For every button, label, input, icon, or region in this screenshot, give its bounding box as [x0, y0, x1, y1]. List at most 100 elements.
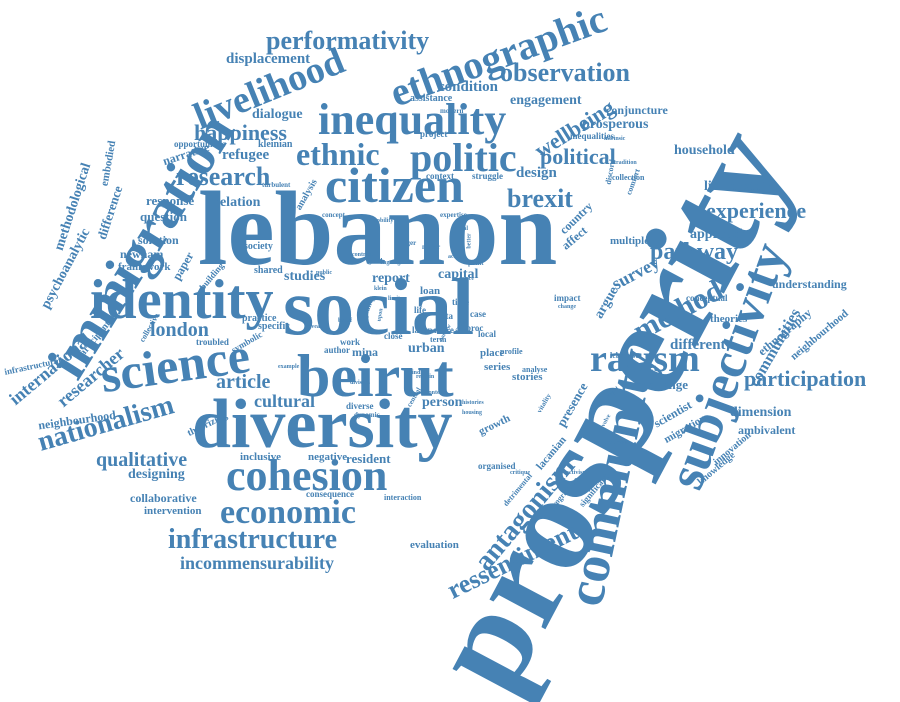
cloud-word: contest — [426, 390, 444, 396]
cloud-word: relation — [214, 195, 261, 210]
cloud-word: assistance — [410, 93, 453, 104]
cloud-word: qualitative — [96, 449, 188, 471]
cloud-word: dialogue — [252, 107, 303, 122]
cloud-word: political — [540, 144, 616, 169]
cloud-word: belief — [338, 318, 352, 324]
cloud-word: loan — [420, 285, 441, 297]
cloud-word: resident — [346, 451, 391, 466]
cloud-word: lebanon — [198, 170, 558, 287]
cloud-word: participation — [744, 366, 867, 391]
cloud-word: article — [216, 371, 271, 393]
cloud-word: proc — [466, 323, 484, 333]
cloud-word: profile — [500, 347, 523, 356]
cloud-word: brexit — [507, 184, 573, 213]
cloud-word: framework — [118, 261, 171, 273]
cloud-word: time — [452, 297, 469, 307]
cloud-word: studies — [284, 269, 326, 284]
cloud-word: housing — [462, 410, 483, 416]
cloud-word: question — [140, 209, 187, 224]
cloud-word: organised — [478, 461, 516, 471]
cloud-word: capital — [438, 267, 479, 282]
cloud-word: troubled — [196, 337, 229, 347]
cloud-word: example — [278, 364, 300, 370]
cloud-word: impact — [554, 293, 581, 303]
cloud-word: modern — [440, 107, 464, 115]
cloud-word: better — [466, 233, 473, 249]
cloud-word: observation — [500, 58, 630, 87]
cloud-word: intrinsic — [604, 136, 626, 142]
cloud-word: dimension — [730, 405, 792, 420]
cloud-word: ongoing — [380, 260, 401, 266]
cloud-word: lebanese — [610, 351, 639, 360]
cloud-word: place — [480, 347, 505, 359]
cloud-word: london — [150, 319, 209, 341]
cloud-word: society — [244, 241, 273, 252]
cloud-word: embodied — [98, 139, 119, 188]
cloud-word: work — [340, 337, 360, 347]
cloud-word: evaluation — [410, 539, 459, 551]
cloud-word: activism — [566, 470, 588, 476]
cloud-word: diverse — [346, 401, 374, 411]
cloud-word: public — [316, 270, 333, 276]
cloud-word: more — [434, 325, 454, 335]
cloud-word: diversity — [192, 386, 453, 463]
cloud-word: inclusive — [240, 451, 281, 463]
cloud-word: life — [414, 305, 426, 315]
cloud-word: person — [422, 395, 463, 410]
cloud-word: theories — [710, 313, 748, 325]
cloud-word: interaction — [384, 493, 422, 502]
cloud-word: actual — [448, 254, 464, 260]
cloud-word: intervention — [144, 505, 202, 517]
cloud-word: approach — [690, 227, 747, 242]
cloud-word: design — [516, 165, 557, 181]
cloud-word: author — [324, 345, 351, 355]
cloud-word: reveal — [306, 324, 322, 330]
cloud-word: cohesion — [226, 451, 388, 500]
cloud-word: pathway — [650, 239, 739, 265]
cloud-word: lacan — [412, 325, 433, 335]
cloud-word: space — [460, 276, 474, 282]
cloud-word: citizen — [325, 157, 464, 213]
cloud-word: incommensurability — [180, 553, 335, 573]
cloud-word: growth — [476, 412, 513, 438]
cloud-word: equal — [454, 226, 469, 232]
cloud-word: close — [384, 331, 403, 341]
cloud-word: cultural — [254, 391, 315, 411]
cloud-word: multiple — [610, 235, 650, 247]
cloud-word: designing — [128, 467, 185, 482]
cloud-word: response — [146, 193, 195, 208]
cloud-word: different — [670, 337, 726, 353]
cloud-word: limit — [388, 296, 400, 302]
cloud-word: stories — [512, 371, 543, 383]
cloud-word: condition — [438, 79, 499, 95]
cloud-word: term — [430, 335, 447, 344]
cloud-word: conceptual — [686, 293, 728, 303]
cloud-word: politic — [410, 135, 517, 180]
cloud-word: conjuncture — [606, 103, 668, 117]
cloud-word: kleinian — [258, 139, 293, 150]
cloud-word: change — [558, 304, 576, 310]
cloud-word: larger — [398, 239, 417, 247]
cloud-word: report — [372, 271, 410, 286]
cloud-word: remain — [416, 374, 435, 380]
cloud-word: beirut — [297, 343, 454, 409]
cloud-word: understanding — [772, 277, 847, 291]
cloud-word: ethnic — [296, 136, 380, 172]
cloud-word: project — [420, 129, 448, 139]
cloud-word: struggle — [472, 171, 503, 181]
cloud-word: dynamic — [354, 411, 380, 419]
cloud-word: concept — [322, 211, 345, 219]
cloud-word: inequalities — [570, 131, 615, 141]
cloud-word: economic — [220, 494, 356, 531]
cloud-word: engagement — [510, 93, 582, 108]
cloud-word: analyse — [522, 365, 548, 374]
cloud-word: racism — [590, 338, 700, 380]
cloud-word: critique — [510, 470, 530, 476]
cloud-word: finding — [410, 370, 429, 376]
cloud-word: urban — [408, 341, 445, 356]
cloud-word: social — [283, 264, 475, 352]
cloud-word: practice — [242, 313, 277, 324]
cloud-word: division — [350, 380, 371, 386]
cloud-word: contrast — [352, 252, 373, 258]
